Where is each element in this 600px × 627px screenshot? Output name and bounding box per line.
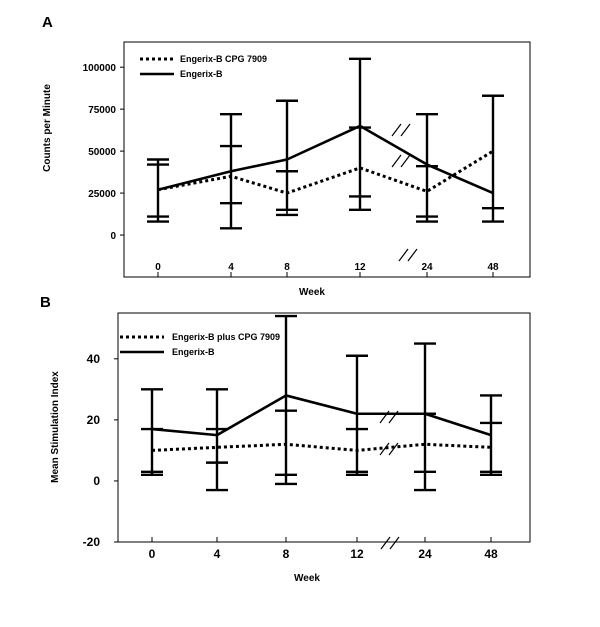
- axis-break-mark: [400, 154, 411, 168]
- legend: Engerix-B CPG 7909 Engerix-B: [140, 54, 267, 79]
- legend-label: Engerix-B CPG 7909: [180, 54, 267, 64]
- axis-break-mark: [400, 123, 411, 137]
- axis-break-mark: [379, 442, 390, 456]
- axis-break-mark: [389, 536, 400, 550]
- legend-label: Engerix-B plus CPG 7909: [172, 332, 280, 342]
- axis-break-mark: [391, 154, 402, 168]
- x-axis-title: Week: [294, 573, 320, 584]
- legend-label: Engerix-B: [172, 347, 215, 357]
- x-tick-label: 12: [350, 547, 364, 561]
- series-line: [157, 149, 494, 195]
- axis-break-mark: [388, 442, 399, 456]
- plot-frame: [117, 312, 531, 543]
- x-tick-label: 0: [155, 262, 161, 273]
- x-tick-label: 8: [283, 547, 290, 561]
- x-tick-label: 48: [487, 262, 499, 273]
- legend: Engerix-B plus CPG 7909 Engerix-B: [120, 332, 280, 357]
- y-tick-label: 100000: [83, 63, 117, 74]
- axis-break-mark: [398, 248, 409, 262]
- series-line: [151, 394, 492, 437]
- series-solid: [147, 57, 504, 230]
- x-tick-label: 24: [421, 262, 433, 273]
- y-tick-label: -20: [83, 535, 101, 549]
- x-tick-label: 24: [418, 547, 432, 561]
- y-tick-label: 75000: [88, 105, 116, 116]
- y-tick-label: 0: [93, 474, 100, 488]
- panel-label: B: [40, 294, 51, 311]
- x-tick-label: 4: [228, 262, 234, 273]
- y-axis-title: Mean Stimulation Index: [50, 371, 61, 483]
- x-axis-title: Week: [299, 287, 325, 298]
- series-dotted: [141, 409, 502, 477]
- y-tick-label: 40: [87, 352, 101, 366]
- x-tick-label: 48: [484, 547, 498, 561]
- panel-label: A: [42, 14, 53, 31]
- axis-break-mark: [391, 123, 402, 137]
- x-tick-label: 4: [214, 547, 221, 561]
- series-solid: [141, 314, 502, 492]
- axis-break-mark: [407, 248, 418, 262]
- series-line: [151, 442, 492, 452]
- x-tick-label: 12: [354, 262, 366, 273]
- y-tick-label: 20: [87, 413, 101, 427]
- y-axis-title: Counts per Minute: [42, 84, 53, 172]
- y-tick-label: 0: [110, 231, 116, 242]
- y-tick-label: 50000: [88, 147, 116, 158]
- series-line: [157, 124, 494, 195]
- plot-frame: [123, 41, 531, 278]
- y-tick-label: 25000: [88, 189, 116, 200]
- axis-break-mark: [380, 536, 391, 550]
- legend-label: Engerix-B: [180, 69, 223, 79]
- x-tick-label: 0: [149, 547, 156, 561]
- x-tick-label: 8: [284, 262, 290, 273]
